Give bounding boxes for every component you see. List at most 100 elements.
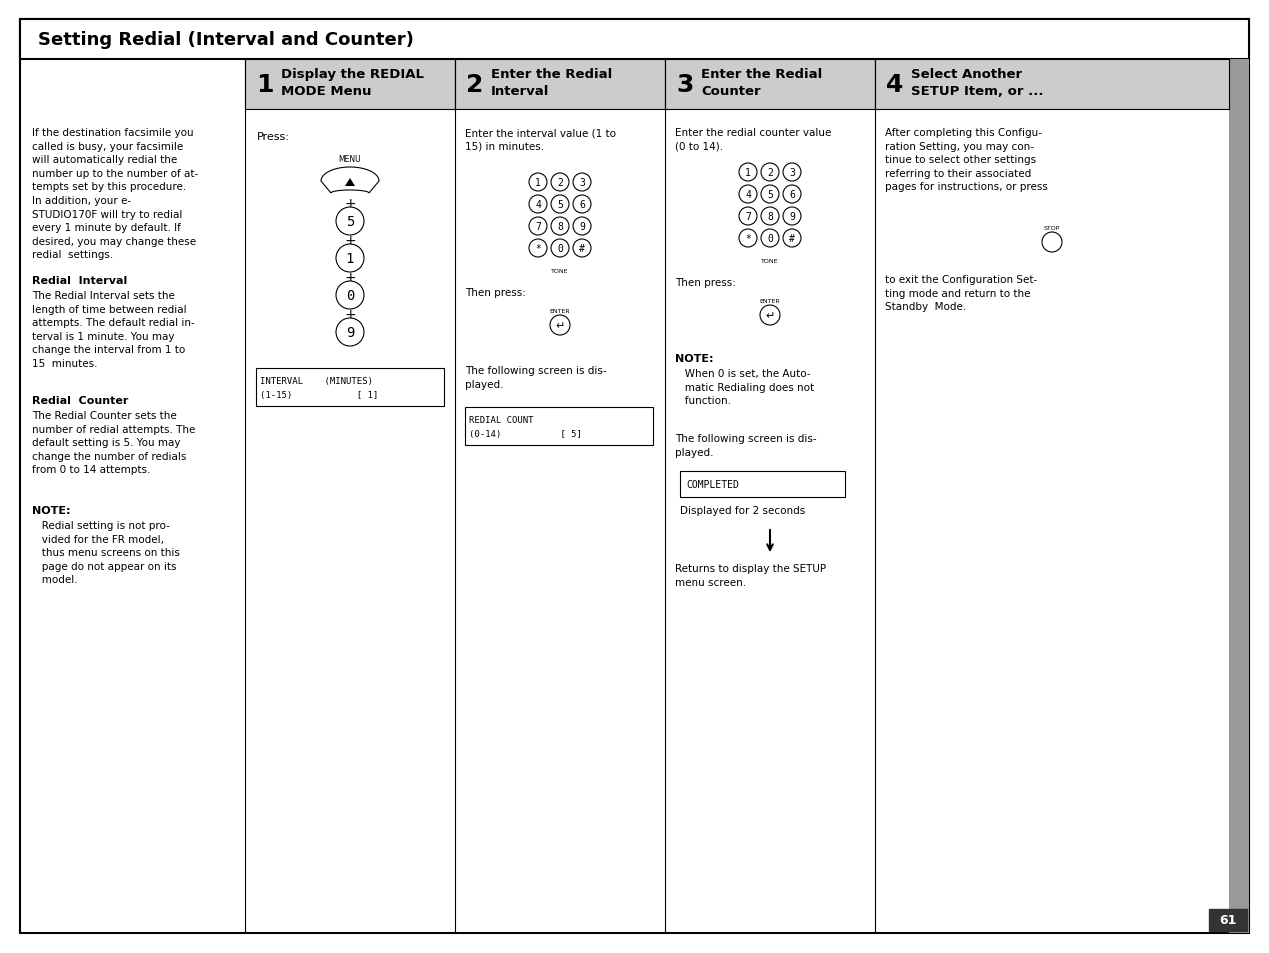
Circle shape — [783, 230, 801, 248]
Text: +: + — [344, 233, 355, 248]
Text: 8: 8 — [766, 212, 773, 222]
Text: TONE: TONE — [551, 269, 569, 274]
Text: Enter the interval value (1 to
15) in minutes.: Enter the interval value (1 to 15) in mi… — [464, 128, 615, 152]
Bar — [1209, 909, 1247, 931]
Text: 1: 1 — [536, 178, 541, 188]
Polygon shape — [321, 168, 379, 193]
Text: Enter the Redial
Interval: Enter the Redial Interval — [491, 69, 612, 97]
Circle shape — [574, 195, 591, 213]
Text: 3: 3 — [789, 168, 794, 178]
Text: (0-14)           [ 5]: (0-14) [ 5] — [470, 430, 582, 438]
Text: 6: 6 — [789, 190, 794, 200]
Bar — [20, 20, 1249, 60]
Text: The following screen is dis-
played.: The following screen is dis- played. — [464, 366, 607, 389]
Circle shape — [551, 218, 569, 235]
Circle shape — [529, 173, 547, 192]
Text: 0: 0 — [346, 289, 354, 303]
Bar — [456, 60, 665, 110]
Text: Enter the Redial
Counter: Enter the Redial Counter — [700, 69, 822, 97]
Circle shape — [1042, 233, 1062, 253]
Text: 3: 3 — [676, 73, 694, 97]
Text: 5: 5 — [557, 200, 563, 210]
Text: 2: 2 — [466, 73, 483, 97]
Text: Displayed for 2 seconds: Displayed for 2 seconds — [680, 505, 806, 516]
Circle shape — [761, 208, 779, 226]
Text: 7: 7 — [536, 222, 541, 232]
Text: 9: 9 — [789, 212, 794, 222]
Text: 4: 4 — [745, 190, 751, 200]
Text: 5: 5 — [766, 190, 773, 200]
Circle shape — [783, 208, 801, 226]
Text: 1: 1 — [346, 252, 354, 266]
Text: 8: 8 — [557, 222, 563, 232]
Text: The Redial Counter sets the
number of redial attempts. The
default setting is 5.: The Redial Counter sets the number of re… — [32, 411, 195, 475]
Text: ↵: ↵ — [556, 320, 565, 331]
Text: 2: 2 — [766, 168, 773, 178]
Text: ENTER: ENTER — [549, 309, 570, 314]
Circle shape — [739, 230, 758, 248]
Text: 6: 6 — [579, 200, 585, 210]
Text: If the destination facsimile you
called is busy, your facsimile
will automatical: If the destination facsimile you called … — [32, 128, 198, 260]
Text: 1: 1 — [745, 168, 751, 178]
Circle shape — [551, 195, 569, 213]
Text: 0: 0 — [766, 233, 773, 244]
Circle shape — [529, 240, 547, 257]
Text: Returns to display the SETUP
menu screen.: Returns to display the SETUP menu screen… — [675, 563, 826, 587]
Circle shape — [739, 164, 758, 182]
Circle shape — [574, 173, 591, 192]
Circle shape — [551, 240, 569, 257]
Text: STOP: STOP — [1044, 226, 1060, 231]
Circle shape — [761, 230, 779, 248]
Circle shape — [336, 282, 364, 310]
Text: Then press:: Then press: — [464, 288, 525, 297]
Circle shape — [783, 186, 801, 204]
Bar — [665, 60, 876, 110]
Circle shape — [549, 315, 570, 335]
Text: to exit the Configuration Set-
ting mode and return to the
Standby  Mode.: to exit the Configuration Set- ting mode… — [884, 274, 1037, 312]
Circle shape — [336, 318, 364, 347]
Text: Setting Redial (Interval and Counter): Setting Redial (Interval and Counter) — [38, 30, 414, 49]
Circle shape — [574, 218, 591, 235]
Text: #: # — [789, 233, 794, 244]
Circle shape — [783, 164, 801, 182]
Text: 7: 7 — [745, 212, 751, 222]
Text: TONE: TONE — [761, 258, 779, 264]
Text: Redial  Interval: Redial Interval — [32, 275, 127, 286]
Text: INTERVAL    (MINUTES): INTERVAL (MINUTES) — [260, 376, 373, 386]
Circle shape — [761, 186, 779, 204]
Bar — [245, 60, 456, 110]
Text: REDIAL COUNT: REDIAL COUNT — [470, 416, 533, 424]
Bar — [680, 472, 845, 497]
Text: +: + — [344, 196, 355, 211]
Text: When 0 is set, the Auto-
   matic Redialing does not
   function.: When 0 is set, the Auto- matic Redialing… — [675, 369, 815, 406]
Text: ↵: ↵ — [765, 311, 774, 320]
Text: 4: 4 — [886, 73, 904, 97]
Circle shape — [574, 240, 591, 257]
Text: Enter the redial counter value
(0 to 14).: Enter the redial counter value (0 to 14)… — [675, 128, 831, 152]
Text: Redial  Counter: Redial Counter — [32, 395, 128, 406]
Circle shape — [529, 218, 547, 235]
Text: After completing this Configu-
ration Setting, you may con-
tinue to select othe: After completing this Configu- ration Se… — [884, 128, 1048, 193]
Text: The Redial Interval sets the
length of time between redial
attempts. The default: The Redial Interval sets the length of t… — [32, 291, 194, 369]
Text: Redial setting is not pro-
   vided for the FR model,
   thus menu screens on th: Redial setting is not pro- vided for the… — [32, 520, 180, 585]
Text: 9: 9 — [579, 222, 585, 232]
Circle shape — [529, 195, 547, 213]
Circle shape — [551, 173, 569, 192]
Circle shape — [739, 186, 758, 204]
Text: Select Another
SETUP Item, or ...: Select Another SETUP Item, or ... — [911, 69, 1043, 97]
Text: 9: 9 — [346, 326, 354, 339]
Text: Then press:: Then press: — [675, 277, 736, 288]
Circle shape — [336, 208, 364, 235]
Text: 4: 4 — [536, 200, 541, 210]
Text: Display the REDIAL
MODE Menu: Display the REDIAL MODE Menu — [280, 69, 424, 97]
Text: COMPLETED: COMPLETED — [687, 479, 739, 490]
Bar — [256, 369, 444, 407]
Text: 0: 0 — [557, 244, 563, 253]
Bar — [1228, 60, 1249, 933]
Text: NOTE:: NOTE: — [675, 354, 713, 364]
Text: ENTER: ENTER — [760, 298, 780, 304]
Circle shape — [761, 164, 779, 182]
Text: 3: 3 — [579, 178, 585, 188]
Bar — [876, 60, 1228, 110]
Text: *: * — [536, 244, 541, 253]
